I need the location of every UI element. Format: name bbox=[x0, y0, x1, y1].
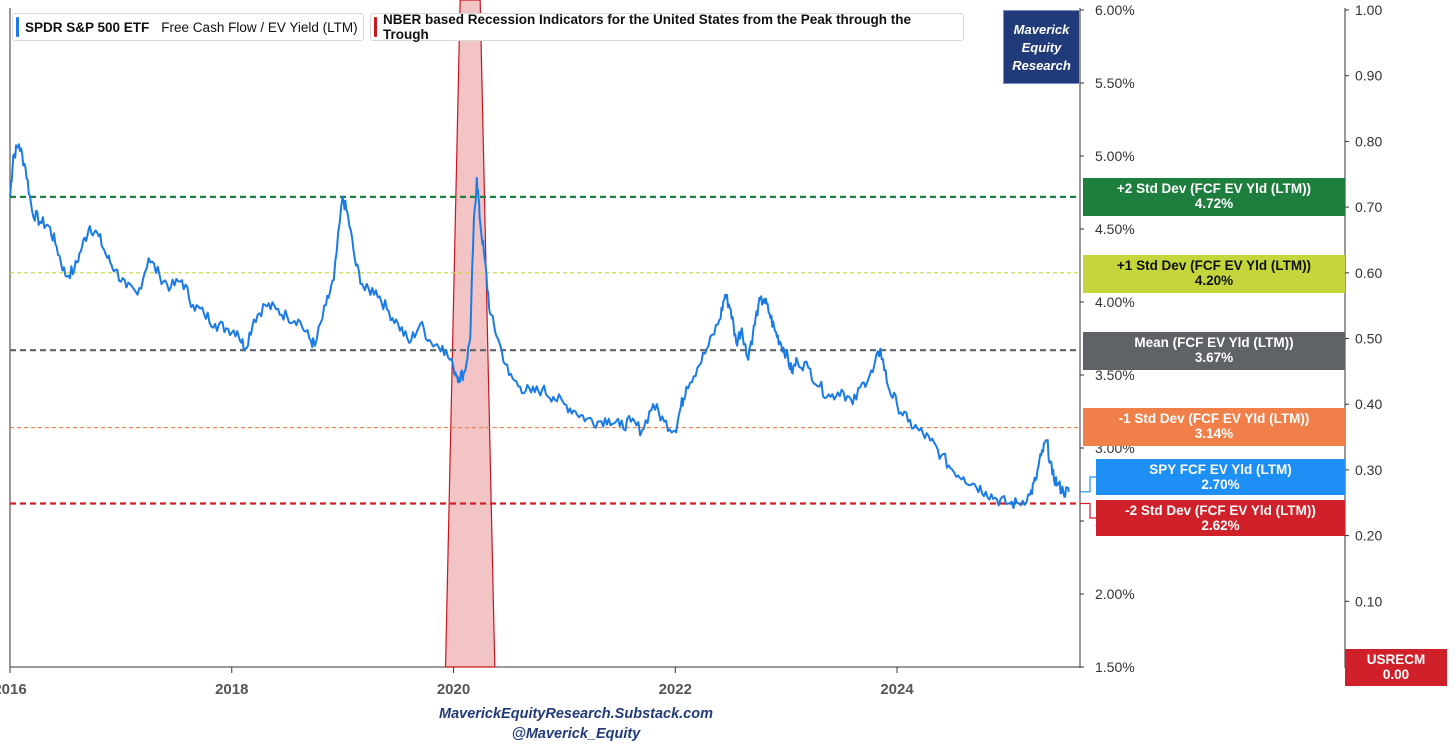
series-layer bbox=[9, 143, 1070, 510]
x-tick-label: 2020 bbox=[437, 681, 470, 698]
minus1-std-title: -1 Std Dev (FCF EV Yld (LTM)) bbox=[1118, 411, 1310, 426]
plus1-std-label: +1 Std Dev (FCF EV Yld (LTM)) 4.20% bbox=[1083, 255, 1345, 293]
y-right-tick-label: 0.80 bbox=[1355, 133, 1382, 149]
legend-swatch-red bbox=[374, 17, 377, 37]
y-left-tick-label: 4.00% bbox=[1095, 294, 1135, 310]
usrecm-title: USRECM bbox=[1366, 652, 1426, 667]
x-tick-label: 2022 bbox=[659, 681, 692, 698]
plus1-std-value: 4.20% bbox=[1194, 273, 1234, 288]
x-tick-label: 2018 bbox=[215, 681, 248, 698]
mean-value: 3.67% bbox=[1194, 350, 1234, 365]
plus2-std-value: 4.72% bbox=[1194, 196, 1234, 211]
y-right-tick-label: 0.30 bbox=[1355, 462, 1382, 478]
y-left-tick-label: 2.00% bbox=[1095, 586, 1135, 602]
usrecm-value: 0.00 bbox=[1382, 667, 1410, 682]
y-right-tick-label: 0.70 bbox=[1355, 199, 1382, 215]
y-axis-right-ticks: 0.10 0.20 0.30 0.40 0.50 0.60 0.70 0.80 0.90 1.00 bbox=[1345, 2, 1382, 609]
x-tick-label: 2024 bbox=[880, 681, 914, 698]
brand-line-1: Maverick bbox=[1013, 22, 1070, 37]
minus1-std-value: 3.14% bbox=[1194, 426, 1234, 441]
legend-series-name: SPDR S&P 500 ETF bbox=[25, 19, 150, 35]
minus2-std-label: -2 Std Dev (FCF EV Yld (LTM)) 2.62% bbox=[1096, 500, 1345, 536]
minus2-label-connector bbox=[1080, 502, 1096, 519]
footer-handle[interactable]: @Maverick_Equity bbox=[511, 726, 641, 742]
minus1-std-label: -1 Std Dev (FCF EV Yld (LTM)) 3.14% bbox=[1083, 408, 1345, 446]
legend-item-spy[interactable]: SPDR S&P 500 ETF Free Cash Flow / EV Yie… bbox=[12, 13, 364, 41]
brand-line-3: Research bbox=[1012, 58, 1071, 73]
brand-logo: Maverick Equity Research bbox=[1003, 10, 1080, 84]
x-tick-label: 2016 bbox=[0, 681, 27, 698]
spy-current-label: SPY FCF EV Yld (LTM) 2.70% bbox=[1096, 459, 1345, 495]
spy-label-connector bbox=[1080, 476, 1096, 493]
reference-lines bbox=[10, 195, 1080, 505]
spy-current-title: SPY FCF EV Yld (LTM) bbox=[1149, 462, 1292, 477]
y-left-tick-label: 1.50% bbox=[1095, 659, 1135, 675]
footer-site-link[interactable]: MaverickEquityResearch.Substack.com bbox=[438, 706, 713, 722]
legend-item-recession[interactable]: NBER based Recession Indicators for the … bbox=[370, 12, 964, 42]
spy-current-value: 2.70% bbox=[1201, 477, 1240, 492]
y-right-tick-label: 0.60 bbox=[1355, 265, 1382, 281]
legend-swatch-blue bbox=[16, 17, 19, 37]
label-connectors bbox=[1080, 476, 1096, 519]
mean-label: Mean (FCF EV Yld (LTM)) 3.67% bbox=[1083, 332, 1345, 370]
y-right-tick-label: 0.20 bbox=[1355, 528, 1382, 544]
legend-series-metric: Free Cash Flow / EV Yield (LTM) bbox=[161, 19, 358, 35]
minus2-std-title: -2 Std Dev (FCF EV Yld (LTM)) bbox=[1125, 503, 1316, 518]
y-left-tick-label: 6.00% bbox=[1095, 2, 1135, 18]
y-left-tick-label: 5.00% bbox=[1095, 148, 1135, 164]
y-left-tick-label: 3.50% bbox=[1095, 367, 1135, 383]
y-left-tick-label: 5.50% bbox=[1095, 75, 1135, 91]
usrecm-label: USRECM 0.00 bbox=[1345, 649, 1447, 686]
minus2-std-value: 2.62% bbox=[1201, 518, 1240, 533]
y-right-tick-label: 0.90 bbox=[1355, 68, 1382, 84]
mean-title: Mean (FCF EV Yld (LTM)) bbox=[1134, 335, 1294, 350]
y-right-tick-label: 0.10 bbox=[1355, 593, 1382, 609]
plus2-std-label: +2 Std Dev (FCF EV Yld (LTM)) 4.72% bbox=[1083, 178, 1345, 216]
plus1-std-title: +1 Std Dev (FCF EV Yld (LTM)) bbox=[1116, 258, 1312, 273]
y-right-tick-label: 0.40 bbox=[1355, 396, 1382, 412]
y-left-tick-label: 4.50% bbox=[1095, 221, 1135, 237]
plus2-std-title: +2 Std Dev (FCF EV Yld (LTM)) bbox=[1116, 181, 1312, 196]
y-right-tick-label: 1.00 bbox=[1355, 2, 1382, 18]
x-axis-ticks: 2016 2018 2020 2022 2024 bbox=[0, 667, 914, 698]
y-right-tick-label: 0.50 bbox=[1355, 331, 1382, 347]
series-line-spy bbox=[9, 143, 1070, 510]
brand-line-2: Equity bbox=[1021, 40, 1062, 55]
legend-recession-name: NBER based Recession Indicators for the … bbox=[382, 12, 912, 42]
